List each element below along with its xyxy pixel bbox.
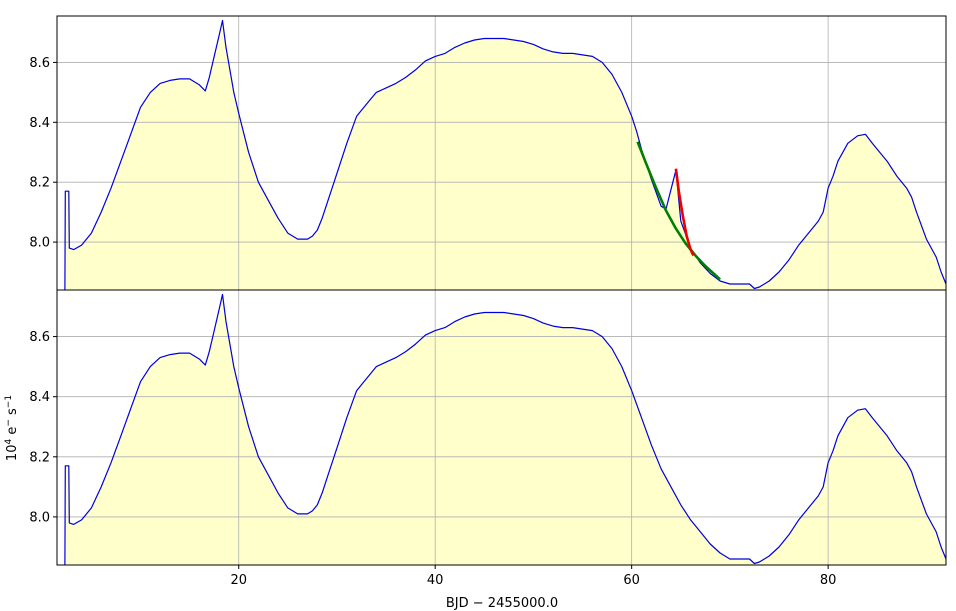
x-tick-labels: 20 40 60 80 bbox=[230, 565, 837, 588]
panel-1-red-fit-line bbox=[674, 168, 695, 257]
panel-2-y-tick-label: 8.0 bbox=[29, 510, 50, 525]
panel-2-y-tick-label: 8.6 bbox=[29, 330, 50, 345]
panel-2-y-tick-label: 8.2 bbox=[29, 450, 50, 465]
y-label-unit2-sup: −1 bbox=[4, 395, 14, 408]
panel-2-flux-line bbox=[64, 293, 946, 565]
panel-1-y-tick-label: 8.2 bbox=[29, 176, 50, 191]
y-label-base: 10 bbox=[5, 445, 20, 462]
x-axis-label: BJD − 2455000.0 bbox=[446, 596, 558, 611]
panel-1-flux-fill bbox=[64, 20, 946, 290]
panel-1-y-tick-label: 8.4 bbox=[29, 116, 50, 131]
x-tick-label: 40 bbox=[427, 573, 444, 588]
panel-1-green-fit-line bbox=[636, 141, 721, 281]
panel-1-y-tick-label: 8.6 bbox=[29, 56, 50, 71]
x-tick-label: 20 bbox=[230, 573, 247, 588]
y-label-unit-sup: − bbox=[4, 419, 14, 427]
y-axis-label: 104 e− s−1 bbox=[4, 395, 20, 461]
panel-2-frame bbox=[56, 289, 947, 566]
x-tick-label: 60 bbox=[623, 573, 640, 588]
panel-1-y-tick-label: 8.0 bbox=[29, 236, 50, 251]
y-label-unit2: s bbox=[5, 408, 20, 419]
top-panel: 8.0 8.2 8.4 8.6 bbox=[29, 15, 947, 291]
y-label-exponent: 4 bbox=[4, 439, 14, 445]
bottom-panel: 8.0 8.2 8.4 8.6 bbox=[29, 289, 947, 566]
y-label-unit: e bbox=[5, 427, 20, 439]
panel-2-flux-fill bbox=[64, 294, 946, 565]
panel-1-flux-line bbox=[64, 19, 946, 290]
panel-2-y-tick-label: 8.4 bbox=[29, 390, 50, 405]
x-tick-label: 80 bbox=[820, 573, 837, 588]
